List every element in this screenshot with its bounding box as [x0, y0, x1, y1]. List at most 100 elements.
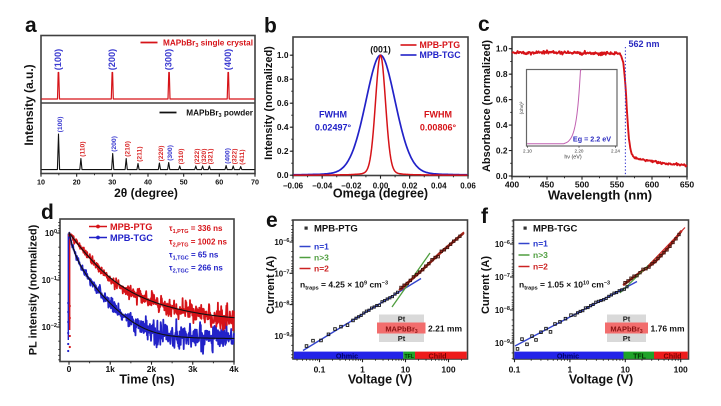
svg-text:10−2: 10−2 [42, 323, 57, 332]
svg-text:40: 40 [144, 178, 152, 187]
svg-text:10−9: 10−9 [274, 332, 289, 341]
svg-text:b: b [264, 15, 277, 38]
svg-text:FWHM: FWHM [319, 110, 347, 120]
svg-text:Pt: Pt [623, 334, 631, 343]
svg-text:100: 100 [45, 229, 57, 238]
svg-text:0.02497°: 0.02497° [315, 123, 352, 133]
svg-text:0.8: 0.8 [496, 69, 508, 79]
svg-text:MAPbBr3: MAPbBr3 [610, 325, 643, 336]
svg-text:10−8: 10−8 [274, 301, 289, 310]
svg-text:e: e [266, 209, 278, 232]
svg-text:2.24: 2.24 [611, 149, 620, 154]
svg-text:Voltage (V): Voltage (V) [348, 373, 412, 387]
svg-text:Wavelength (nm): Wavelength (nm) [548, 188, 652, 203]
svg-text:FWHM: FWHM [424, 110, 452, 120]
svg-text:Voltage (V): Voltage (V) [569, 373, 633, 387]
svg-text:0.6: 0.6 [277, 98, 289, 108]
svg-text:MPB-TGC: MPB-TGC [420, 50, 462, 60]
svg-text:Absorbance (normalized): Absorbance (normalized) [481, 40, 493, 172]
svg-text:0.8: 0.8 [277, 74, 289, 84]
svg-text:10−6: 10−6 [495, 240, 510, 249]
svg-text:1: 1 [568, 365, 573, 375]
svg-text:0.1: 0.1 [314, 365, 326, 375]
svg-text:τ2,TGC = 266 ns: τ2,TGC = 266 ns [169, 264, 223, 275]
svg-text:0.2: 0.2 [277, 146, 289, 156]
svg-text:(200): (200) [107, 49, 117, 70]
svg-text:(110): (110) [79, 141, 86, 157]
svg-text:Pt: Pt [398, 334, 406, 343]
svg-text:(220): (220) [158, 146, 165, 162]
svg-text:τ1,TGC = 65 ns: τ1,TGC = 65 ns [169, 251, 219, 262]
svg-text:(322): (322) [232, 149, 239, 165]
svg-text:1: 1 [360, 365, 365, 375]
svg-text:20: 20 [73, 178, 81, 187]
svg-text:50: 50 [180, 178, 188, 187]
svg-text:550: 550 [610, 180, 625, 190]
svg-text:2k: 2k [147, 364, 157, 374]
svg-text:(300): (300) [164, 49, 174, 70]
svg-text:10−7: 10−7 [495, 273, 510, 282]
svg-text:−0.06: −0.06 [283, 182, 304, 191]
svg-text:τ1,PTG = 336 ns: τ1,PTG = 336 ns [169, 224, 223, 235]
svg-text:0.00806°: 0.00806° [420, 123, 457, 133]
svg-text:10−8: 10−8 [495, 306, 510, 315]
svg-text:(300): (300) [167, 145, 174, 161]
svg-text:0.02: 0.02 [402, 182, 418, 191]
svg-text:0.06: 0.06 [460, 182, 476, 191]
svg-text:10−6: 10−6 [274, 238, 289, 247]
svg-text:n=1: n=1 [314, 242, 329, 252]
svg-text:MPB-TGC: MPB-TGC [533, 224, 577, 235]
svg-text:(310): (310) [178, 149, 185, 165]
svg-text:100: 100 [674, 365, 688, 375]
svg-text:2.20: 2.20 [575, 149, 584, 154]
svg-text:(400): (400) [225, 148, 232, 164]
svg-text:PL intensity (normalized): PL intensity (normalized) [28, 224, 40, 355]
svg-text:Intensity (a.u.): Intensity (a.u.) [22, 64, 36, 145]
svg-text:Current (A): Current (A) [480, 256, 492, 314]
svg-text:600: 600 [645, 180, 660, 190]
svg-text:d: d [41, 201, 54, 224]
svg-text:Child: Child [429, 351, 447, 360]
svg-text:10−9: 10−9 [495, 339, 510, 348]
svg-text:2.21 mm: 2.21 mm [428, 324, 462, 334]
svg-text:0.00: 0.00 [373, 182, 389, 191]
svg-text:1k: 1k [105, 364, 115, 374]
svg-text:10: 10 [37, 178, 45, 187]
svg-text:−0.02: −0.02 [341, 182, 362, 191]
svg-text:2θ (degree): 2θ (degree) [114, 186, 178, 200]
svg-text:0.4: 0.4 [496, 120, 508, 130]
svg-text:(001): (001) [370, 45, 391, 55]
svg-text:Pt: Pt [398, 314, 406, 323]
svg-text:(αhν)²: (αhν)² [519, 101, 525, 114]
svg-text:Ohmic: Ohmic [336, 351, 358, 360]
svg-text:n=2: n=2 [533, 262, 548, 272]
svg-text:MPB-PTG: MPB-PTG [110, 222, 152, 232]
svg-text:MPB-PTG: MPB-PTG [420, 40, 461, 50]
svg-text:0.0: 0.0 [277, 170, 289, 180]
svg-text:f: f [481, 205, 489, 228]
svg-text:0.2: 0.2 [496, 145, 508, 155]
svg-text:TFL: TFL [404, 354, 414, 360]
svg-text:n=2: n=2 [314, 264, 329, 274]
svg-text:MAPbBr3 single crystal: MAPbBr3 single crystal [163, 39, 253, 50]
svg-text:MPB-TGC: MPB-TGC [110, 233, 153, 243]
svg-text:100: 100 [441, 365, 455, 375]
svg-text:Current (A): Current (A) [265, 256, 277, 314]
svg-text:10: 10 [621, 365, 631, 375]
svg-text:−0.04: −0.04 [312, 182, 333, 191]
svg-text:0.6: 0.6 [496, 95, 508, 105]
svg-text:0.4: 0.4 [277, 122, 289, 132]
svg-text:650: 650 [680, 180, 695, 190]
svg-text:3k: 3k [188, 364, 198, 374]
svg-text:MAPbBr3: MAPbBr3 [385, 325, 418, 336]
svg-text:(100): (100) [57, 117, 64, 133]
svg-text:562 nm: 562 nm [629, 39, 660, 49]
svg-text:0: 0 [67, 364, 72, 374]
svg-text:0.1: 0.1 [509, 365, 521, 375]
svg-text:10−1: 10−1 [42, 276, 57, 285]
svg-text:MAPbBr3 powder: MAPbBr3 powder [186, 109, 254, 120]
svg-text:(211): (211) [136, 146, 143, 162]
svg-text:Child: Child [664, 351, 682, 360]
svg-text:500: 500 [575, 180, 590, 190]
svg-text:hν (eV): hν (eV) [564, 155, 582, 161]
